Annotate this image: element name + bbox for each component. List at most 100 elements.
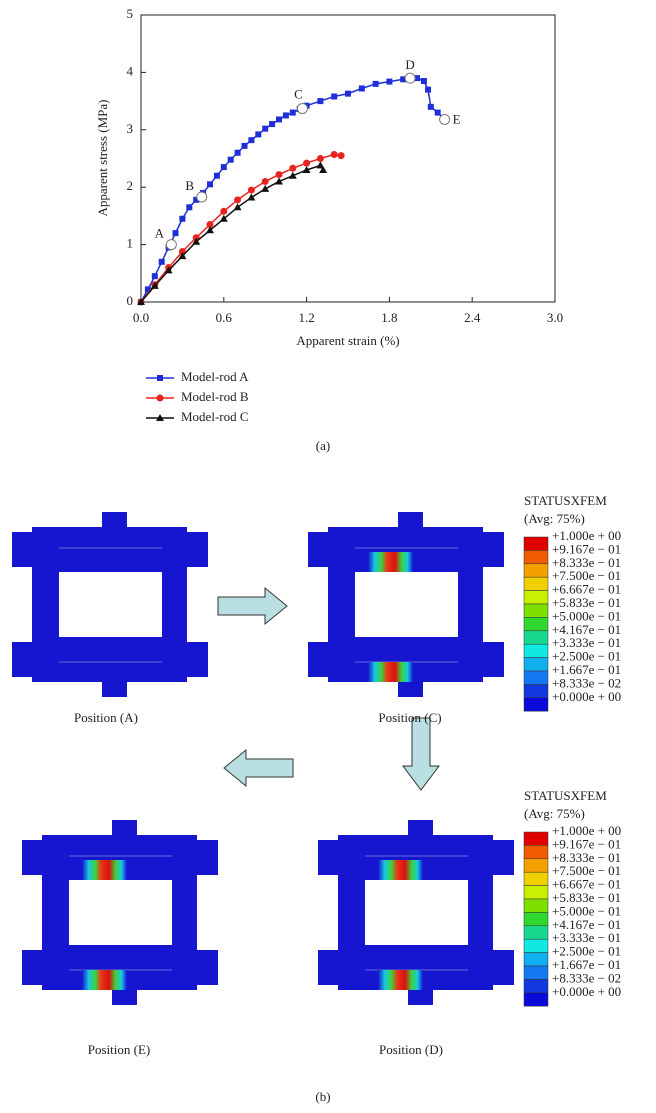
marker: [316, 155, 324, 162]
marker: [372, 80, 379, 87]
marker: [206, 226, 214, 234]
marker: [434, 109, 441, 116]
marker: [234, 196, 242, 204]
marker: [358, 85, 365, 92]
panel-label: Position (D): [379, 1042, 443, 1057]
marker: [178, 252, 187, 260]
arrow-right: [217, 586, 288, 626]
contour-swatch: [523, 925, 549, 940]
frame-part: [468, 835, 493, 990]
marker: [386, 78, 393, 85]
damage-band: [82, 860, 127, 880]
series-line: [140, 153, 342, 303]
contour-swatch: [523, 831, 549, 846]
contour-label: +4.167e − 01: [552, 917, 621, 932]
contour-label: +8.333e − 01: [552, 850, 621, 865]
annotation-point: [196, 191, 208, 203]
caption-b: (b): [315, 1089, 330, 1104]
marker: [137, 298, 145, 305]
marker: [157, 375, 163, 381]
contour-label: +1.000e + 00: [552, 823, 621, 838]
damage-band: [82, 970, 127, 990]
marker: [262, 125, 269, 132]
contour-label: +0.000e + 00: [552, 689, 621, 704]
x-tick-label: 0.0: [133, 310, 149, 325]
marker: [289, 109, 296, 116]
legend-label: Model-rod C: [181, 409, 249, 424]
marker: [337, 152, 345, 160]
marker: [288, 171, 297, 179]
contour-swatch: [523, 563, 549, 578]
y-tick-label: 5: [127, 6, 134, 21]
contour-label: +5.833e − 01: [552, 595, 621, 610]
contour-subtitle: (Avg: 75%): [524, 806, 585, 821]
frame-part: [458, 527, 483, 682]
contour-label: +9.167e − 01: [552, 541, 621, 556]
marker: [220, 164, 227, 171]
contour-swatch: [523, 938, 549, 953]
annotation-label: B: [185, 178, 194, 193]
contour-swatch: [523, 630, 549, 645]
contour-label: +2.500e − 01: [552, 649, 621, 664]
contour-title: STATUSXFEM: [524, 493, 607, 508]
contour-swatch: [523, 845, 549, 860]
marker: [255, 131, 262, 138]
frame-part: [328, 527, 355, 682]
annotation-point: [296, 103, 308, 115]
marker: [248, 137, 255, 144]
panel-label: Position (A): [74, 710, 138, 725]
marker: [317, 98, 324, 105]
marker: [400, 76, 407, 83]
marker: [269, 121, 276, 128]
contour-label: +5.833e − 01: [552, 890, 621, 905]
contour-swatch: [523, 536, 549, 551]
x-tick-label: 1.2: [298, 310, 314, 325]
annotation-point: [404, 72, 416, 84]
contour-label: +5.000e − 01: [552, 903, 621, 918]
contour-label: +5.000e − 01: [552, 608, 621, 623]
contour-label: +3.333e − 01: [552, 635, 621, 650]
marker: [227, 156, 234, 163]
frame-part: [32, 527, 59, 682]
contour-swatch: [523, 979, 549, 994]
marker: [303, 159, 311, 167]
marker: [261, 184, 270, 192]
marker: [151, 273, 158, 280]
contour-title: STATUSXFEM: [524, 788, 607, 803]
frame-hole: [355, 572, 458, 637]
x-tick-label: 0.6: [216, 310, 233, 325]
contour-label: +7.500e − 01: [552, 568, 621, 583]
contour-swatch: [523, 871, 549, 886]
contour-label: +2.500e − 01: [552, 944, 621, 959]
marker: [179, 215, 186, 222]
arrow-down: [402, 717, 440, 791]
caption-a: (a): [316, 438, 330, 453]
marker: [414, 75, 420, 82]
contour-swatch: [523, 550, 549, 565]
contour-swatch: [523, 912, 549, 927]
damage-band: [378, 970, 423, 990]
annotation-label: D: [405, 57, 414, 72]
marker: [247, 186, 255, 194]
marker: [150, 281, 159, 289]
contour-label: +8.333e − 01: [552, 555, 621, 570]
panel-label: Position (C): [378, 710, 441, 725]
marker: [156, 394, 164, 402]
legend-label: Model-rod A: [181, 369, 249, 384]
y-tick-label: 1: [127, 236, 134, 251]
marker: [316, 161, 325, 169]
marker: [234, 149, 241, 156]
marker: [247, 193, 256, 201]
contour-label: +1.667e − 01: [552, 662, 621, 677]
marker: [206, 221, 214, 229]
rod-frame: [318, 820, 514, 1005]
x-axis-label: Apparent strain (%): [296, 333, 399, 348]
frame-hole: [365, 880, 468, 945]
contour-swatch: [523, 684, 549, 699]
marker: [331, 93, 338, 100]
series-line: [140, 164, 324, 303]
marker: [158, 258, 165, 265]
arrow-left: [223, 748, 294, 788]
